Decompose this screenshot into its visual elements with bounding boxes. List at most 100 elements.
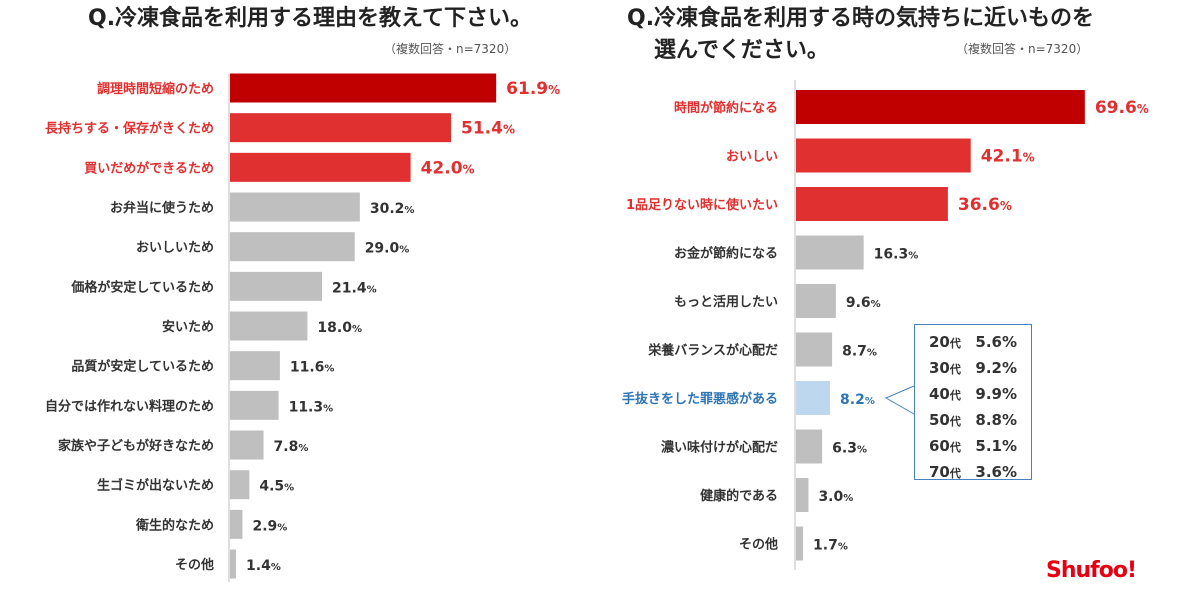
callout-row: 50代 8.8% (929, 407, 1031, 433)
chart1-category-label: 長持ちする・保存がきくため (45, 121, 214, 137)
percent-sign: % (867, 348, 877, 359)
chart2-category-label: 栄養バランスが心配だ (647, 343, 778, 359)
chart2-bar (796, 332, 833, 367)
chart2-value-label: 42.1% (981, 147, 1035, 167)
callout-age-number: 50 (929, 411, 950, 429)
percent-sign: % (463, 162, 475, 176)
callout-value: 3.6% (975, 463, 1017, 481)
chart1-value-label: 30.2% (370, 201, 415, 217)
callout-age: 60代 (929, 433, 967, 461)
chart1-category-label: 衛生的なため (135, 517, 214, 533)
chart2-category-label: 時間が節約になる (674, 100, 778, 116)
chart2-bar (796, 90, 1085, 124)
callout-age: 20代 (929, 329, 967, 357)
chart2-title-line1: Q.冷凍食品を利用する時の気持ちに近いものを (627, 6, 1095, 31)
chart2-category-label: お金が節約になる (674, 246, 778, 262)
chart1-category-label: 安いため (162, 319, 214, 335)
chart1-value-label: 4.5% (259, 479, 294, 495)
chart2-category-label: 濃い味付けが心配だ (661, 440, 778, 456)
chart1-bar (230, 430, 264, 460)
percent-sign: % (843, 493, 853, 504)
chart2-bar (796, 526, 804, 561)
callout-age-suffix: 代 (949, 389, 961, 402)
chart2-value-label: 8.2% (840, 392, 875, 408)
chart1-bar (230, 192, 360, 222)
chart1-value-label: 7.8% (274, 439, 309, 455)
chart2-bar (796, 138, 971, 173)
chart2-category-label: 健康的である (700, 488, 778, 504)
chart1-value-label: 11.3% (289, 399, 334, 415)
chart1-bar (230, 351, 280, 381)
callout-pointer (884, 385, 915, 415)
chart1-bar (230, 73, 497, 103)
callout-value: 5.1% (975, 437, 1017, 455)
chart1-category-label: 自分では作れない料理のため (45, 398, 214, 414)
chart1-title: Q.冷凍食品を利用する理由を教えて下さい。 (88, 6, 532, 31)
chart2-value-label: 9.6% (846, 295, 881, 311)
percent-sign: % (271, 562, 281, 573)
callout-age: 30代 (929, 355, 967, 383)
chart2-value-label: 36.6% (958, 195, 1012, 215)
percent-sign: % (298, 443, 308, 454)
callout-value: 8.8% (975, 411, 1017, 429)
percent-sign: % (908, 251, 918, 262)
chart2-bar (796, 235, 864, 270)
chart1-category-label: 価格が安定しているため (70, 279, 214, 295)
chart1-bar (230, 232, 355, 262)
chart2-category-label: その他 (739, 537, 778, 553)
percent-sign: % (1000, 199, 1012, 213)
chart1-value-label: 51.4% (461, 119, 515, 139)
chart1-category-label: お弁当に使うため (110, 200, 214, 216)
chart2-bar (796, 284, 836, 318)
chart1-bar (230, 152, 411, 182)
chart2-value-label: 1.7% (813, 538, 848, 554)
chart1-bar (230, 311, 308, 341)
chart1-value-label: 29.0% (365, 241, 410, 257)
callout-age-suffix: 代 (949, 363, 961, 376)
chart2-bar (796, 478, 809, 512)
chart1-category-label: その他 (175, 557, 214, 573)
shufoo-logo[interactable]: Shufoo! (1046, 558, 1137, 583)
callout-row: 30代 9.2% (929, 355, 1031, 381)
percent-sign: % (367, 284, 377, 295)
percent-sign: % (352, 324, 362, 335)
chart2-value-label: 6.3% (832, 441, 867, 457)
chart2-bar (796, 381, 831, 415)
chart1-bar (230, 509, 243, 539)
callout-value: 9.2% (975, 359, 1017, 377)
chart2-value-label: 8.7% (842, 344, 877, 360)
percent-sign: % (284, 483, 294, 494)
callout-age-number: 30 (929, 359, 950, 377)
chart1-value-label: 2.9% (252, 518, 287, 534)
chart2-category-label: もっと活用したい (674, 294, 778, 310)
chart2-bar (796, 187, 948, 221)
percent-sign: % (857, 445, 867, 456)
percent-sign: % (548, 83, 560, 97)
chart2-value-label: 3.0% (818, 489, 853, 505)
chart2-value-label: 16.3% (874, 247, 919, 263)
chart1-value-label: 18.0% (317, 320, 362, 336)
chart1-note: （複数回答・n=7320） (384, 42, 517, 56)
chart1-category-label: 買いだめができるため (84, 160, 214, 176)
callout-age-suffix: 代 (949, 441, 961, 454)
chart1-bar (230, 390, 279, 420)
chart1-value-label: 1.4% (246, 558, 281, 574)
chart2-value-label: 69.6% (1095, 98, 1149, 118)
callout-age: 70代 (929, 459, 967, 487)
callout-age-suffix: 代 (949, 415, 961, 428)
chart1-bar (230, 271, 323, 301)
callout-age-number: 20 (929, 333, 950, 351)
callout-age: 50代 (929, 407, 967, 435)
callout-age-suffix: 代 (949, 467, 961, 480)
chart1-category-label: 調理時間短縮のため (97, 81, 214, 97)
chart1-value-label: 42.0% (421, 158, 475, 178)
chart2-category-label: おいしい (726, 150, 778, 165)
percent-sign: % (1137, 102, 1149, 116)
chart1-bar (230, 470, 250, 500)
callout-age-suffix: 代 (949, 337, 961, 350)
callout-row: 70代 3.6% (929, 459, 1031, 485)
chart2-category-label: 手抜きをした罪悪感がある (622, 391, 778, 407)
chart1-value-label: 21.4% (332, 280, 377, 296)
age-callout: 20代 5.6% 30代 9.2% 40代 9.9% 50代 8.8% 60代 5.1% 70代 3.… (914, 324, 1032, 481)
